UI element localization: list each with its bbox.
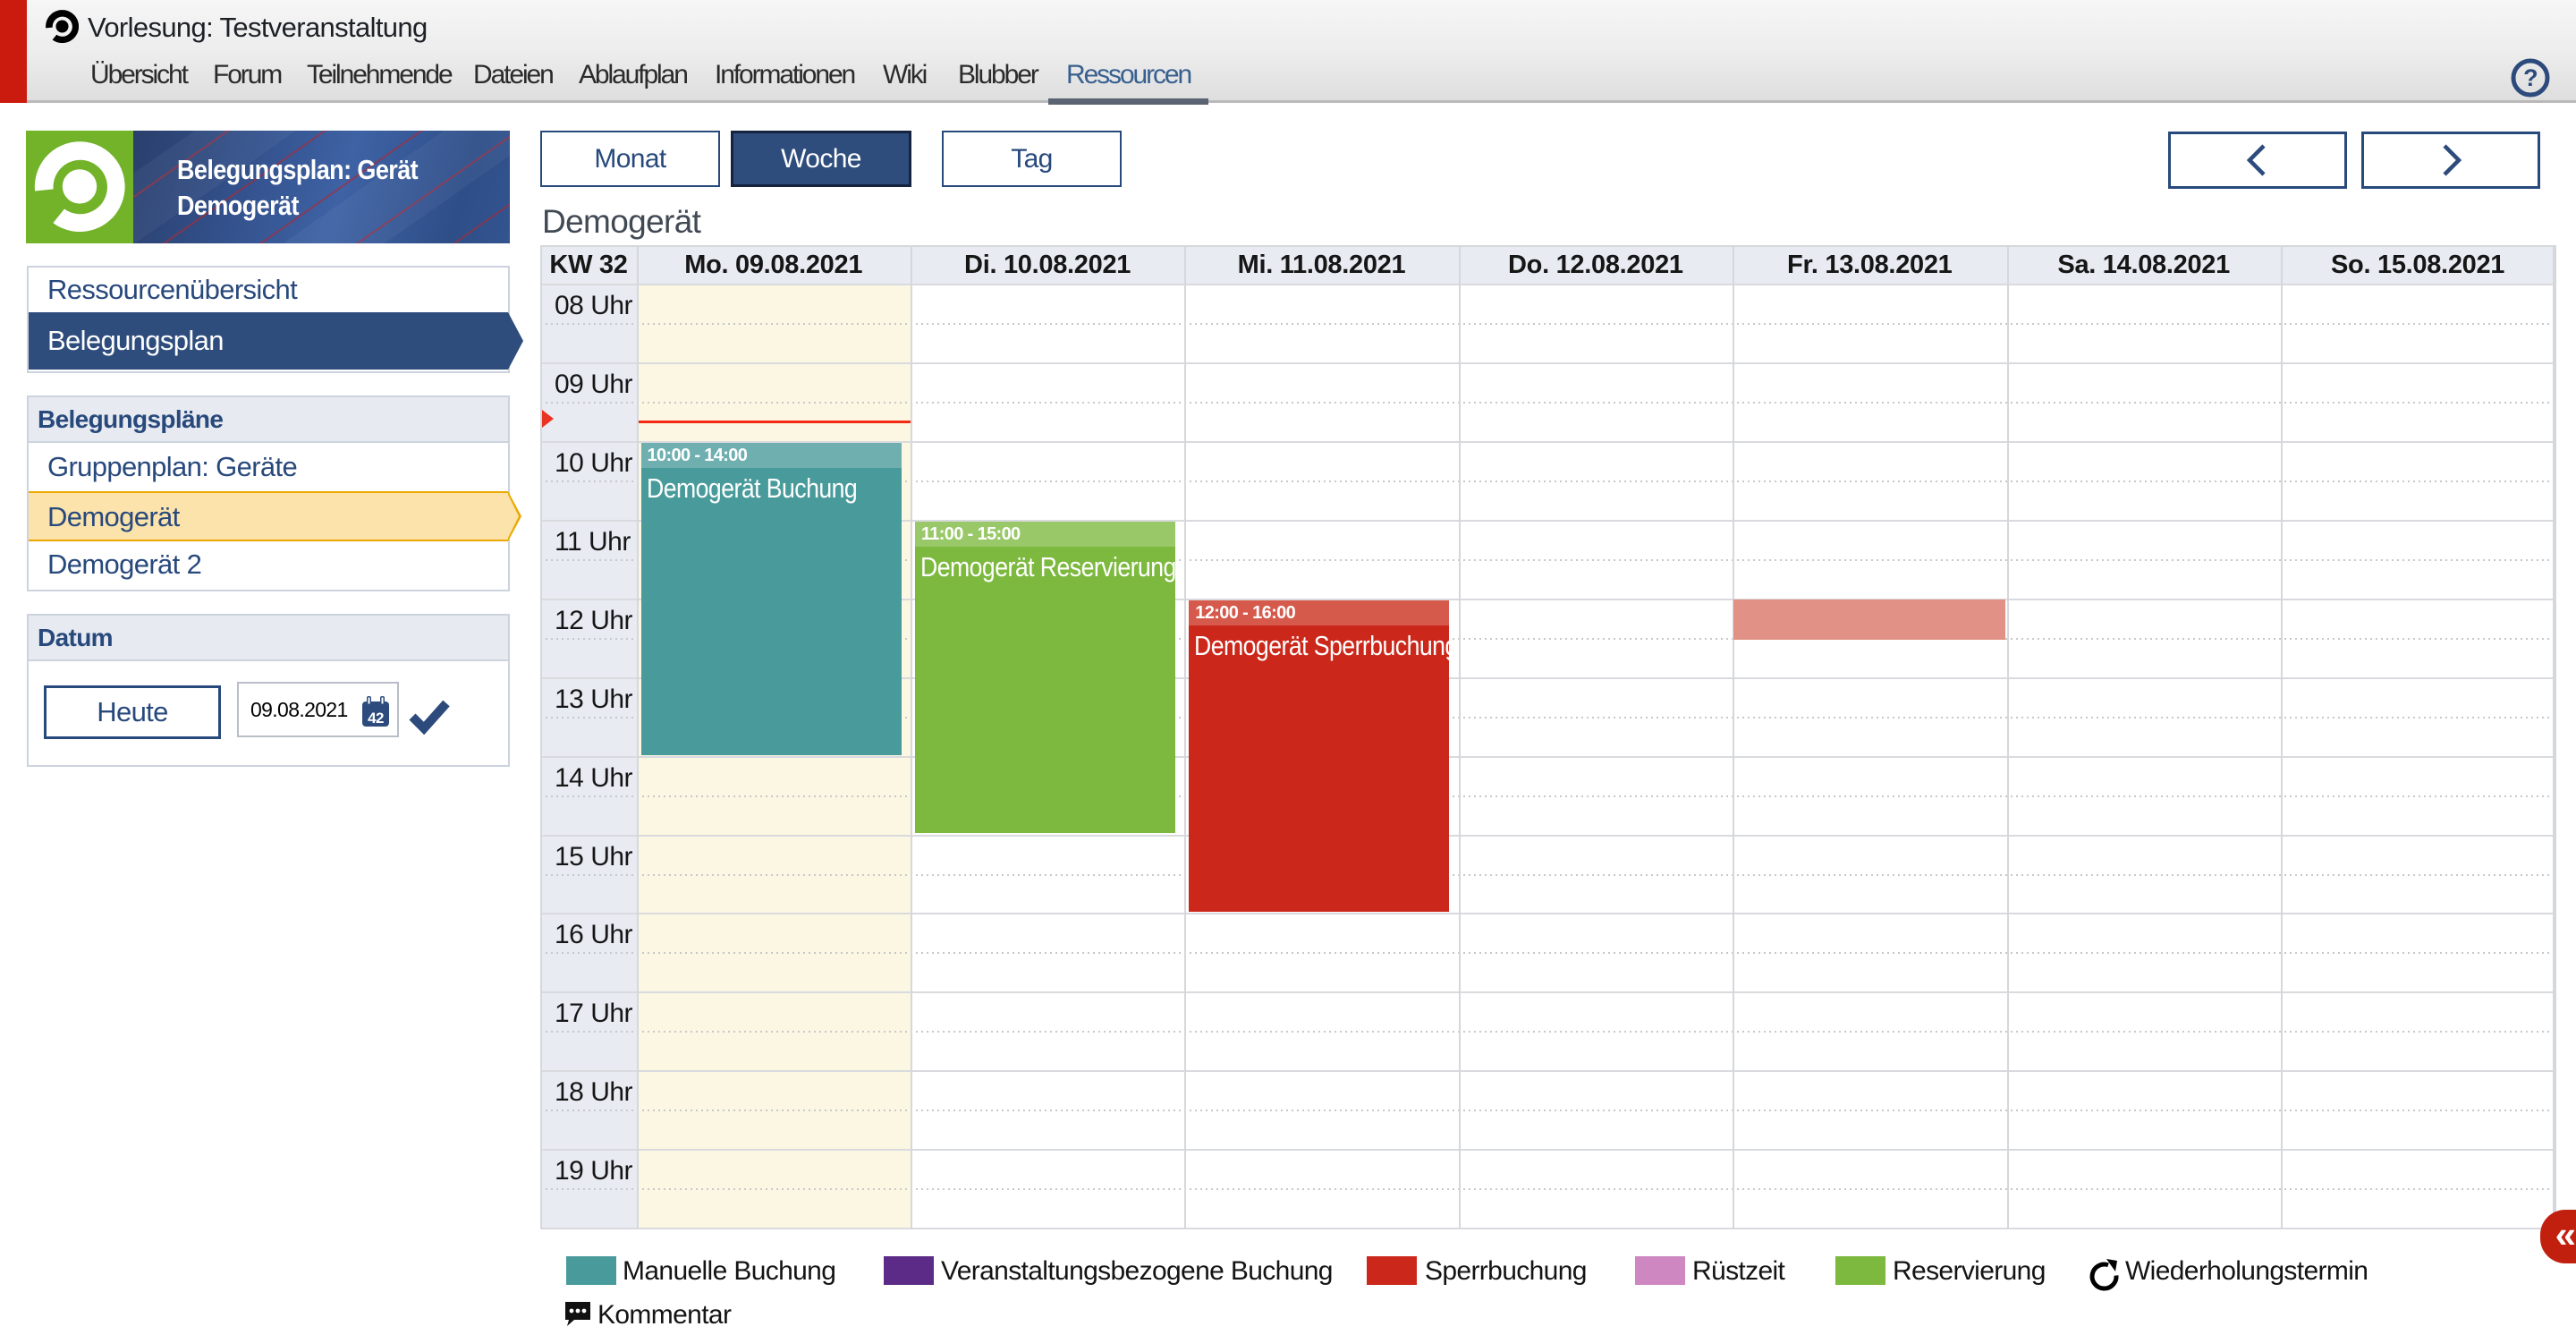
svg-text:42: 42 (368, 710, 384, 727)
svg-text:?: ? (2523, 64, 2538, 91)
